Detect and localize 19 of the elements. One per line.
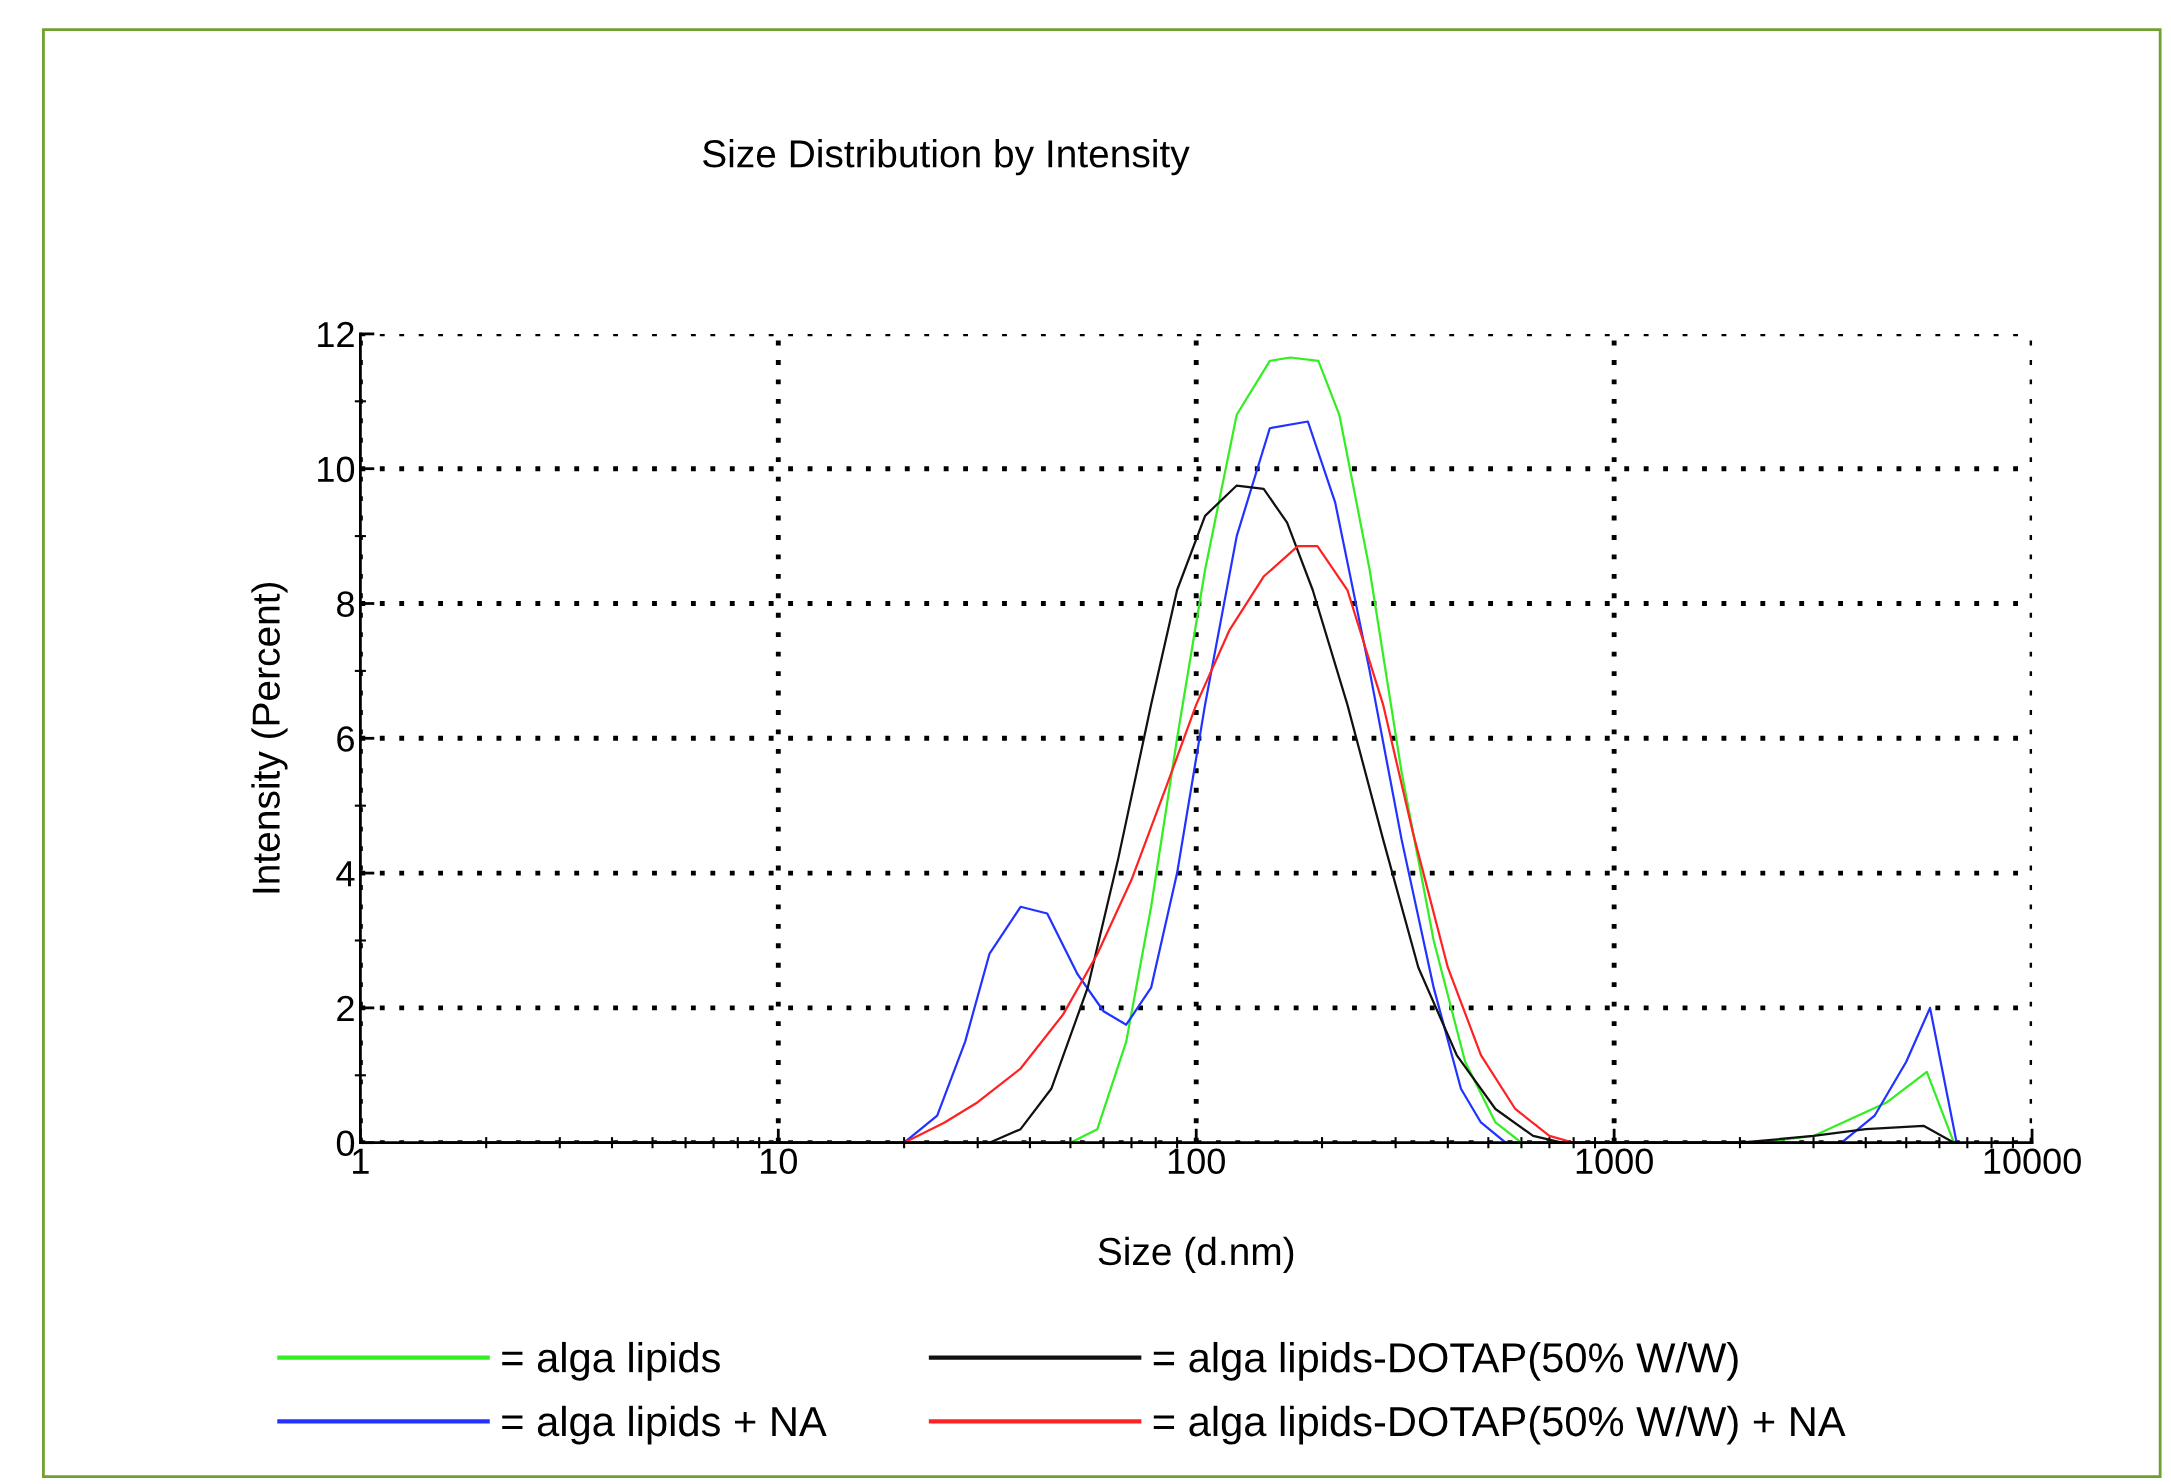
x-tick-label: 100	[1168, 1148, 1225, 1175]
y-tick-label: 0	[336, 1130, 355, 1157]
legend-label: = alga lipids-DOTAP(50% W/W)	[1153, 1341, 1738, 1381]
y-tick-label: 6	[337, 726, 354, 752]
x-tick-label: 10000	[1984, 1148, 2081, 1175]
x-axis-title: Size (d.nm)	[1098, 1236, 1294, 1273]
legend-label: = alga lipids + NA	[502, 1405, 827, 1445]
y-tick-label: 12	[318, 321, 354, 347]
legend-label: = alga lipids	[502, 1341, 720, 1381]
legend-label: = alga lipids-DOTAP(50% W/W) + NA	[1153, 1405, 1846, 1445]
y-tick-label: 2	[337, 995, 354, 1021]
chart-title: Size Distribution by Intensity	[703, 139, 1190, 176]
x-tick-label: 1000	[1576, 1148, 1653, 1175]
x-tick-label: 10	[760, 1148, 797, 1175]
y-tick-label: 4	[336, 861, 355, 887]
y-tick-label: 10	[318, 456, 355, 483]
x-tick-label: 1	[353, 1148, 369, 1174]
y-tick-label: 8	[337, 591, 354, 617]
y-axis-title: Intensity (Percent)	[251, 582, 288, 893]
